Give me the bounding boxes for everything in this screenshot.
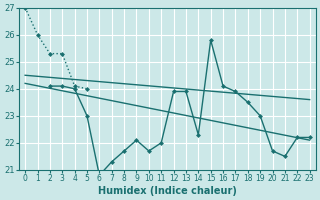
X-axis label: Humidex (Indice chaleur): Humidex (Indice chaleur) [98, 186, 237, 196]
